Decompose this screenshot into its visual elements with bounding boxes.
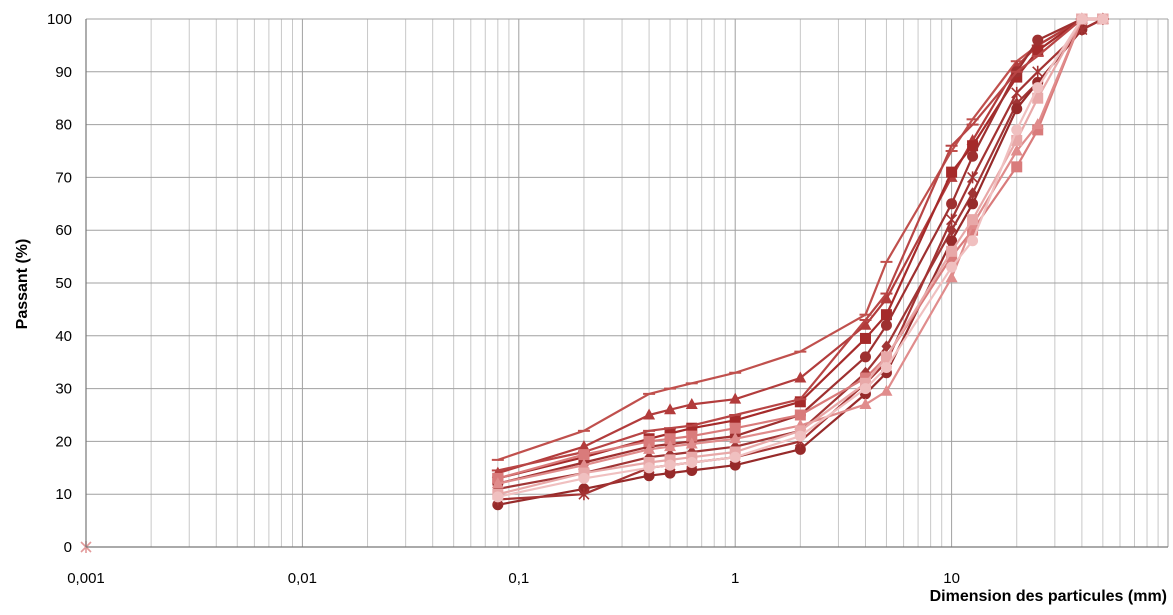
tick-labels: 0 10 20 30 40 50 60 70 80 90 100 0,001 0,01 0,1 1 10 — [47, 11, 960, 587]
y-tick-label: 10 — [55, 486, 72, 503]
data-point — [1032, 92, 1044, 104]
data-point — [946, 213, 958, 226]
data-point — [859, 351, 871, 363]
series — [492, 13, 1109, 503]
data-point — [794, 443, 806, 455]
data-point — [881, 340, 892, 353]
data-point — [577, 458, 590, 470]
data-point — [1032, 65, 1044, 78]
data-point — [967, 214, 979, 226]
data-point — [1011, 134, 1023, 146]
data-point — [859, 383, 871, 395]
data-point — [794, 396, 806, 408]
data-point — [1011, 124, 1023, 136]
data-point — [664, 459, 676, 471]
major-gridlines — [85, 18, 1169, 548]
x-tick-label: 0,001 — [67, 570, 105, 587]
data-point — [880, 351, 892, 363]
data-point — [492, 491, 504, 503]
y-tick-label: 80 — [55, 117, 72, 134]
data-point — [794, 371, 807, 383]
data-point — [643, 435, 655, 447]
data-point — [643, 470, 655, 482]
data-point — [880, 319, 892, 331]
x-tick-label: 1 — [731, 570, 739, 587]
data-point — [1031, 118, 1044, 130]
x-axis-title: Dimension des particules (mm) — [930, 588, 1167, 605]
data-point — [967, 235, 979, 247]
y-tick-label: 90 — [55, 64, 72, 81]
data-point — [729, 451, 741, 463]
y-tick-label: 40 — [55, 328, 72, 345]
data-point — [643, 442, 656, 454]
y-tick-label: 50 — [55, 275, 72, 292]
data-point — [859, 332, 871, 344]
data-point — [1032, 45, 1044, 57]
data-point — [967, 150, 979, 162]
data-point — [686, 430, 698, 442]
data-point — [1032, 82, 1044, 94]
y-tick-label: 0 — [64, 539, 72, 556]
data-point — [794, 409, 806, 421]
y-tick-label: 20 — [55, 433, 72, 450]
data-point — [643, 408, 656, 420]
data-point — [664, 403, 677, 415]
data-point — [578, 449, 590, 461]
data-point — [1011, 103, 1023, 115]
axes — [85, 19, 1168, 548]
data-point — [643, 462, 655, 474]
data-point — [686, 457, 698, 469]
data-point — [880, 292, 893, 304]
data-point — [685, 397, 698, 409]
data-point — [967, 224, 979, 236]
y-tick-label: 60 — [55, 222, 72, 239]
y-tick-label: 30 — [55, 381, 72, 398]
data-point — [1076, 13, 1088, 25]
series-layer — [80, 12, 1109, 553]
data-point — [729, 432, 742, 444]
data-point — [967, 140, 979, 152]
data-point — [880, 361, 892, 373]
y-tick-label: 70 — [55, 169, 72, 186]
data-point — [578, 488, 590, 501]
data-point — [1032, 124, 1044, 136]
data-point — [686, 422, 698, 434]
data-point — [946, 198, 958, 210]
data-point — [1097, 13, 1109, 25]
data-point — [880, 384, 893, 396]
x-tick-label: 0,01 — [288, 570, 317, 587]
data-point — [1011, 86, 1023, 99]
data-point — [729, 459, 741, 471]
data-point — [491, 477, 504, 489]
data-point — [946, 166, 958, 178]
data-point — [946, 261, 958, 273]
data-point — [1011, 161, 1023, 173]
x-tick-label: 0,1 — [508, 570, 529, 587]
y-axis-title: Passant (%) — [14, 239, 31, 330]
data-point — [794, 430, 806, 442]
y-tick-label: 100 — [47, 11, 72, 28]
data-point — [967, 198, 979, 210]
data-point — [729, 422, 741, 434]
data-point — [577, 440, 590, 452]
data-point — [664, 440, 677, 452]
data-point — [967, 171, 979, 184]
data-point — [664, 433, 676, 445]
data-point — [880, 309, 892, 321]
data-point — [664, 467, 676, 479]
data-point — [1010, 144, 1023, 156]
data-point — [729, 392, 742, 404]
data-point — [945, 271, 958, 283]
data-point — [859, 318, 872, 330]
data-point — [946, 235, 958, 247]
x-tick-label: 10 — [943, 570, 960, 587]
data-point — [1032, 34, 1044, 46]
data-point — [946, 245, 958, 257]
data-point — [578, 472, 590, 484]
data-point — [686, 464, 698, 476]
data-point — [685, 437, 698, 449]
data-point — [729, 414, 741, 426]
data-point — [859, 397, 872, 409]
